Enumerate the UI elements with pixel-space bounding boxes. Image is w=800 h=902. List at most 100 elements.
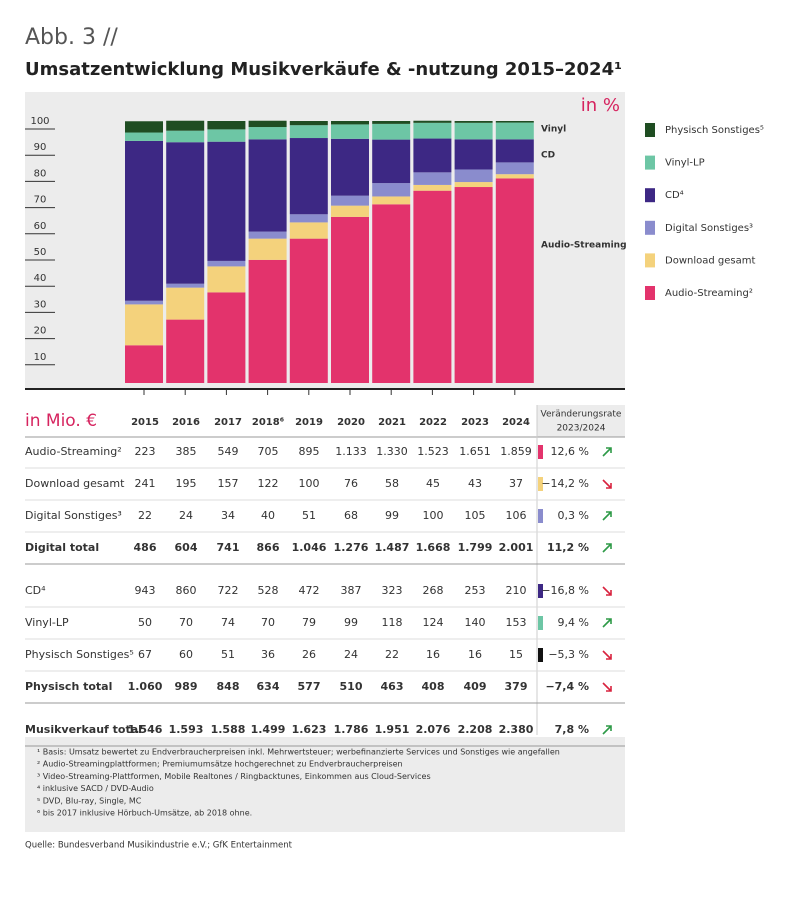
year-header: 2021 — [378, 417, 406, 428]
change: 0,3 % — [558, 509, 589, 522]
bar-segment — [372, 139, 411, 184]
legend-swatch — [645, 123, 655, 137]
title: Umsatzentwicklung Musikverkäufe & -nutzu… — [25, 59, 622, 80]
y-tick-label: 30 — [34, 299, 47, 310]
row-marker — [538, 616, 543, 630]
bar-segment — [413, 190, 452, 383]
cell: 70 — [261, 616, 275, 629]
bar-segment — [413, 122, 452, 139]
cell: 577 — [298, 680, 321, 693]
cell: 99 — [344, 616, 358, 629]
bar-segment — [289, 222, 328, 239]
cell: 1.623 — [292, 723, 327, 736]
bar-segment — [454, 187, 493, 383]
bar-segment — [331, 121, 369, 125]
bar-segment — [125, 132, 163, 141]
cell: 153 — [506, 616, 527, 629]
year-header: 2019 — [295, 417, 323, 428]
bar-segment — [372, 183, 411, 197]
row-label: Vinyl-LP — [25, 616, 69, 629]
row-marker — [538, 445, 543, 459]
year-header: 2020 — [337, 417, 365, 428]
bar-segment — [289, 238, 328, 383]
bar-segment — [125, 345, 163, 383]
bar-segment — [413, 138, 452, 173]
cell: 722 — [218, 584, 239, 597]
row-label: Physisch total — [25, 680, 112, 693]
y-tick-label: 40 — [34, 273, 47, 284]
bar-segment — [207, 260, 246, 267]
bar-segment — [372, 204, 411, 383]
cell: 1.951 — [375, 723, 410, 736]
bar-segment — [289, 138, 328, 215]
year-header: 2018⁶ — [252, 417, 284, 428]
cell: 50 — [138, 616, 152, 629]
bar-segment — [125, 300, 163, 305]
bar-segment — [125, 121, 163, 133]
cell: 943 — [135, 584, 156, 597]
cell: 1.799 — [458, 541, 493, 554]
cell: 2.208 — [458, 723, 493, 736]
bar-segment — [166, 120, 205, 131]
cell: 210 — [506, 584, 527, 597]
cell: 253 — [465, 584, 486, 597]
cell: 1.786 — [334, 723, 369, 736]
trend-arrow — [602, 447, 612, 457]
cell: 408 — [422, 680, 445, 693]
change: −5,3 % — [548, 648, 589, 661]
y-tick-label: 20 — [34, 326, 47, 337]
cell: 37 — [509, 477, 523, 490]
footnote: ² Audio-Streamingplattformen; Premiumums… — [37, 760, 403, 769]
cell: 1.060 — [128, 680, 163, 693]
cell: 2.076 — [416, 723, 451, 736]
legend-swatch — [645, 155, 655, 170]
bar-segment — [372, 121, 411, 124]
legend-label: Digital Sonstiges³ — [665, 223, 753, 234]
cell: 118 — [382, 616, 403, 629]
cell: 528 — [258, 584, 279, 597]
bar-segment — [166, 287, 205, 320]
bar-segment — [248, 238, 287, 260]
footnote: ⁵ DVD, Blu-ray, Single, MC — [37, 796, 142, 805]
legend-label: Vinyl-LP — [665, 158, 705, 169]
footnote: ⁶ bis 2017 inklusive Hörbuch-Umsätze, ab… — [37, 809, 252, 818]
trend-arrow — [602, 479, 612, 489]
bar-segment — [454, 121, 493, 123]
change: 7,8 % — [555, 723, 589, 736]
cell: 323 — [382, 584, 403, 597]
change: −14,2 % — [541, 477, 589, 490]
y-tick-label: 90 — [34, 142, 47, 153]
bar-segment — [125, 304, 163, 346]
table-unit: in Mio. € — [25, 411, 97, 431]
bar-segment — [454, 139, 493, 170]
y-tick-label: 100 — [30, 116, 49, 127]
row-label: Digital Sonstiges³ — [25, 509, 122, 522]
cell: 1.546 — [128, 723, 163, 736]
year-header: 2017 — [214, 417, 242, 428]
bar-segment — [454, 182, 493, 188]
cell: 99 — [385, 509, 399, 522]
year-header: 2023 — [461, 417, 489, 428]
cell: 895 — [299, 445, 320, 458]
row-marker — [538, 477, 543, 491]
cell: 124 — [423, 616, 444, 629]
cell: 2.380 — [499, 723, 534, 736]
y-tick-label: 70 — [34, 195, 47, 206]
bar-segment — [248, 259, 287, 383]
footnote: ⁴ inklusive SACD / DVD-Audio — [37, 784, 154, 793]
bar-segment — [166, 319, 205, 383]
footnote-bg — [25, 737, 625, 832]
bar-segment — [454, 169, 493, 183]
annotation: Vinyl — [541, 125, 566, 135]
bar-segment — [454, 122, 493, 140]
change: −16,8 % — [541, 584, 589, 597]
bar-segment — [495, 121, 534, 123]
cell: 241 — [135, 477, 156, 490]
cell: 24 — [179, 509, 193, 522]
change: 9,4 % — [558, 616, 589, 629]
cell: 1.651 — [459, 445, 491, 458]
source: Quelle: Bundesverband Musikindustrie e.V… — [25, 841, 293, 851]
change-header: Veränderungsrate — [541, 410, 622, 420]
bar-segment — [248, 139, 287, 232]
bar-segment — [248, 231, 287, 239]
